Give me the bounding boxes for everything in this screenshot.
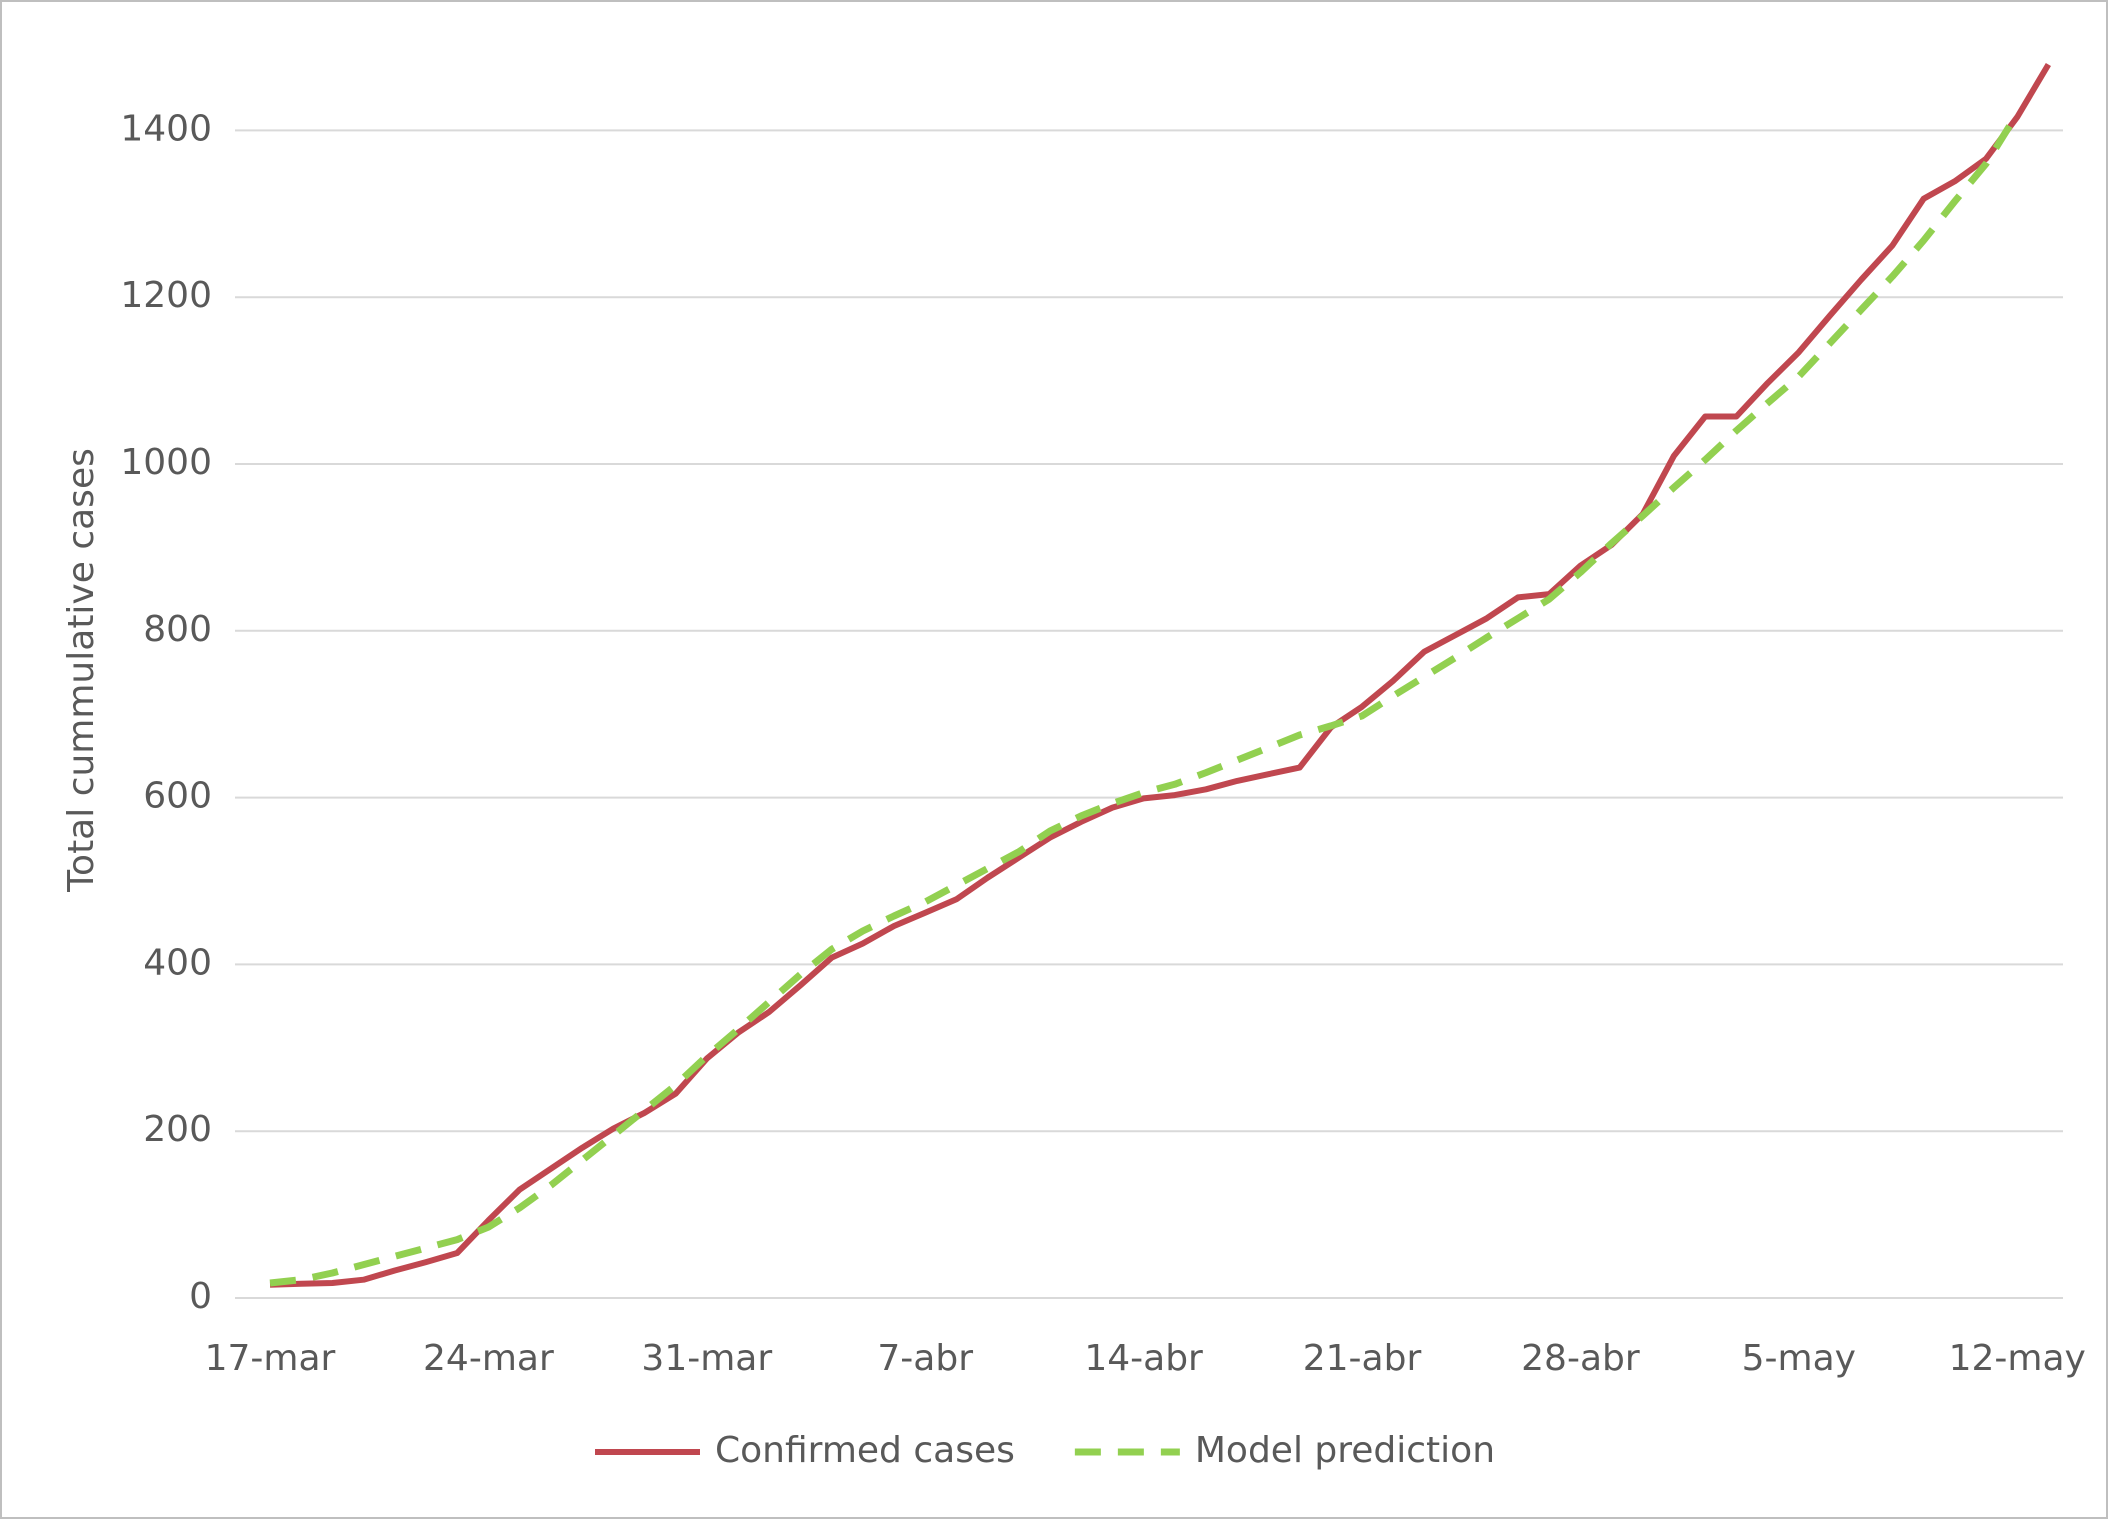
x-tick-label: 24-mar — [423, 1338, 554, 1379]
y-tick-label: 800 — [143, 609, 212, 650]
x-tick-label: 17-mar — [205, 1338, 336, 1379]
data-line — [269, 62, 2051, 1288]
x-tick-label: 28-abr — [1521, 1338, 1640, 1379]
x-tick-label: 5-may — [1742, 1338, 1856, 1379]
data-line — [269, 111, 2021, 1287]
x-tick-label: 12-may — [1949, 1338, 2086, 1379]
x-tick-label: 14-abr — [1084, 1338, 1203, 1379]
y-tick-label: 200 — [143, 1109, 212, 1150]
y-tick-label: 1400 — [120, 108, 212, 149]
legend-label: Model prediction — [1195, 1430, 1495, 1471]
x-tick-label: 7-abr — [877, 1338, 973, 1379]
x-tick-label: 21-abr — [1303, 1338, 1422, 1379]
y-tick-label: 600 — [143, 776, 212, 817]
y-tick-label: 0 — [189, 1276, 212, 1317]
x-tick-label: 31-mar — [641, 1338, 772, 1379]
y-tick-label: 1200 — [120, 275, 212, 316]
legend-label: Confirmed cases — [715, 1430, 1015, 1471]
y-axis-label: Total cummulative cases — [61, 448, 102, 893]
y-tick-label: 400 — [143, 942, 212, 983]
y-tick-label: 1000 — [120, 442, 212, 483]
